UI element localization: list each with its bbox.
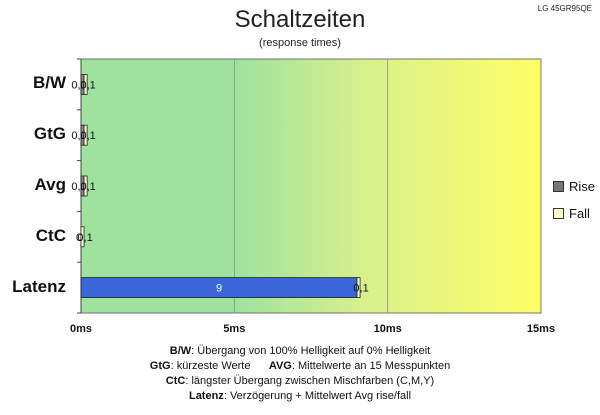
legend-label-fall: Fall [569, 206, 590, 221]
plot-background [80, 58, 542, 314]
data-label-fall: 0,1 [80, 130, 95, 142]
category-label: CtC [35, 225, 66, 245]
category-label: GtG [33, 124, 66, 144]
legend-swatch-rise [553, 181, 564, 192]
note-gtg-avg: GtG: kürzeste Werte AVG: Mittelwerte an … [149, 360, 451, 372]
legend-item-fall: Fall [553, 206, 590, 221]
chart-notes: B/W: Übergang von 100% Helligkeit auf 0%… [0, 344, 600, 404]
legend-item-rise: Rise [553, 179, 595, 194]
data-label-rise: 0,1 [71, 79, 86, 91]
legend-swatch-fall [553, 208, 564, 219]
bar-fall [83, 175, 88, 197]
x-tick-label: 15ms [526, 323, 556, 335]
chart-subtitle: (response times) [259, 37, 341, 49]
chart-title: Schaltzeiten [234, 6, 366, 33]
data-label-fall: 0,1 [77, 232, 92, 244]
bar-fall [356, 277, 361, 299]
x-tick-label: 0ms [69, 323, 93, 335]
data-label-fall: 0,1 [353, 283, 368, 295]
data-label-rise: 0,1 [71, 181, 86, 193]
category-label: Latenz [12, 276, 66, 296]
category-label: Avg [34, 175, 67, 194]
data-label-rise: 9 [216, 283, 222, 295]
data-label-rise: 0,1 [71, 130, 86, 142]
data-label-fall: 0,1 [80, 181, 95, 193]
data-label-rise: 0 [76, 232, 82, 244]
note-ctc: CtC: längster Übergang zwischen Mischfar… [165, 375, 435, 387]
monitor-model: LG 45GR95QE [537, 4, 592, 13]
x-tick-label: 5ms [223, 323, 246, 335]
category-label: B/W [32, 73, 66, 93]
bar-fall [80, 226, 85, 248]
bar-fall [83, 74, 88, 95]
bar-fall [83, 124, 88, 146]
note-bw: B/W: Übergang von 100% Helligkeit auf 0%… [169, 345, 431, 357]
legend-label-rise: Rise [569, 179, 596, 194]
x-tick-label: 10ms [373, 323, 402, 335]
data-label-fall: 0,1 [80, 79, 95, 91]
note-latenz: Latenz: Verzögerung + Mittelwert Avg ris… [188, 390, 412, 402]
